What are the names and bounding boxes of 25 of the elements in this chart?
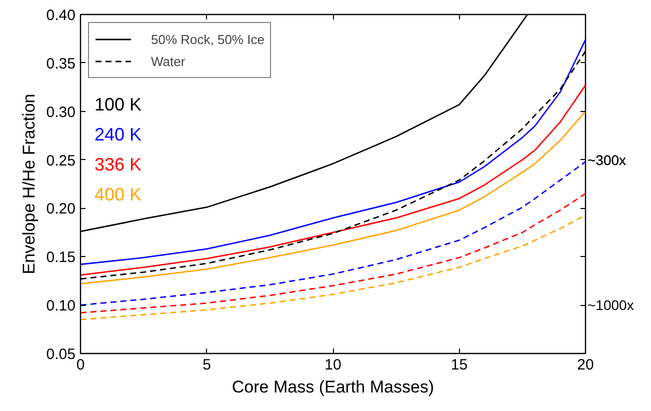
x-tick-label: 20 [577, 356, 594, 374]
text: ~1000x [588, 297, 634, 314]
annotation: 336 K [94, 154, 142, 174]
y-tick-label: 0.15 [46, 249, 76, 266]
y-tick-label: 0.20 [46, 200, 76, 218]
y-tick-label: 0.40 [46, 7, 76, 24]
x-tick-label: 0 [76, 356, 85, 374]
annotation: 100 K [94, 94, 142, 114]
line-series [80, 110, 586, 284]
annotation: 240 K [94, 124, 142, 144]
y-tick-label: 0.10 [46, 298, 76, 315]
legend-label: Water [151, 54, 186, 68]
x-tick-label: 15 [450, 356, 468, 374]
y-tick-label: 0.05 [46, 346, 76, 363]
line-series [80, 84, 586, 276]
annotation: 400 K [94, 184, 142, 204]
x-axis-title: Core Mass (Earth Masses) [232, 378, 434, 396]
x-tick-label: 5 [202, 356, 211, 374]
legend-label: 50% Rock, 50% Ice [151, 32, 264, 46]
y-tick-label: 0.30 [46, 104, 76, 121]
y-axis-title: Envelope H/He Fraction [19, 94, 38, 274]
y-tick-label: 0.35 [46, 55, 76, 72]
annotation: ~300x [588, 152, 626, 168]
y-tick-label: 0.25 [46, 152, 76, 170]
x-tick-label: 10 [324, 356, 342, 374]
